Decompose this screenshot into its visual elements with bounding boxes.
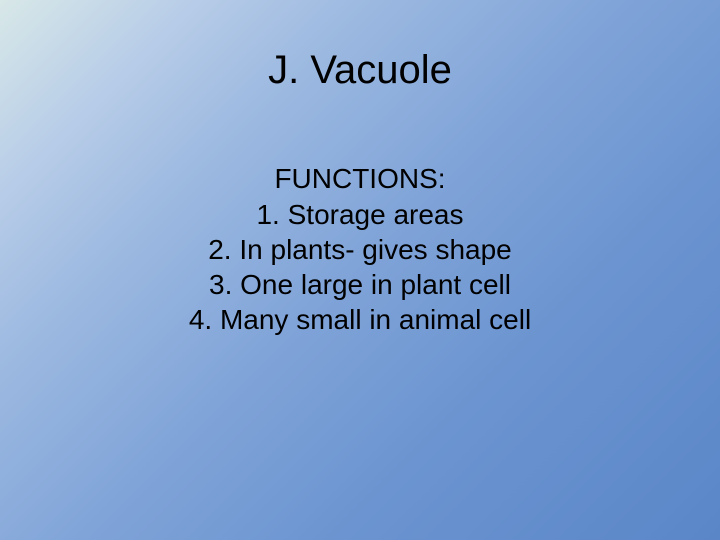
- functions-list: Storage areas In plants- gives shape One…: [189, 197, 531, 337]
- slide-content: FUNCTIONS: Storage areas In plants- give…: [189, 163, 531, 337]
- list-item: One large in plant cell: [189, 267, 531, 302]
- list-item: Storage areas: [189, 197, 531, 232]
- list-item: Many small in animal cell: [189, 302, 531, 337]
- presentation-slide: J. Vacuole FUNCTIONS: Storage areas In p…: [0, 0, 720, 540]
- content-subtitle: FUNCTIONS:: [274, 163, 445, 195]
- slide-title: J. Vacuole: [268, 48, 452, 93]
- list-item: In plants- gives shape: [189, 232, 531, 267]
